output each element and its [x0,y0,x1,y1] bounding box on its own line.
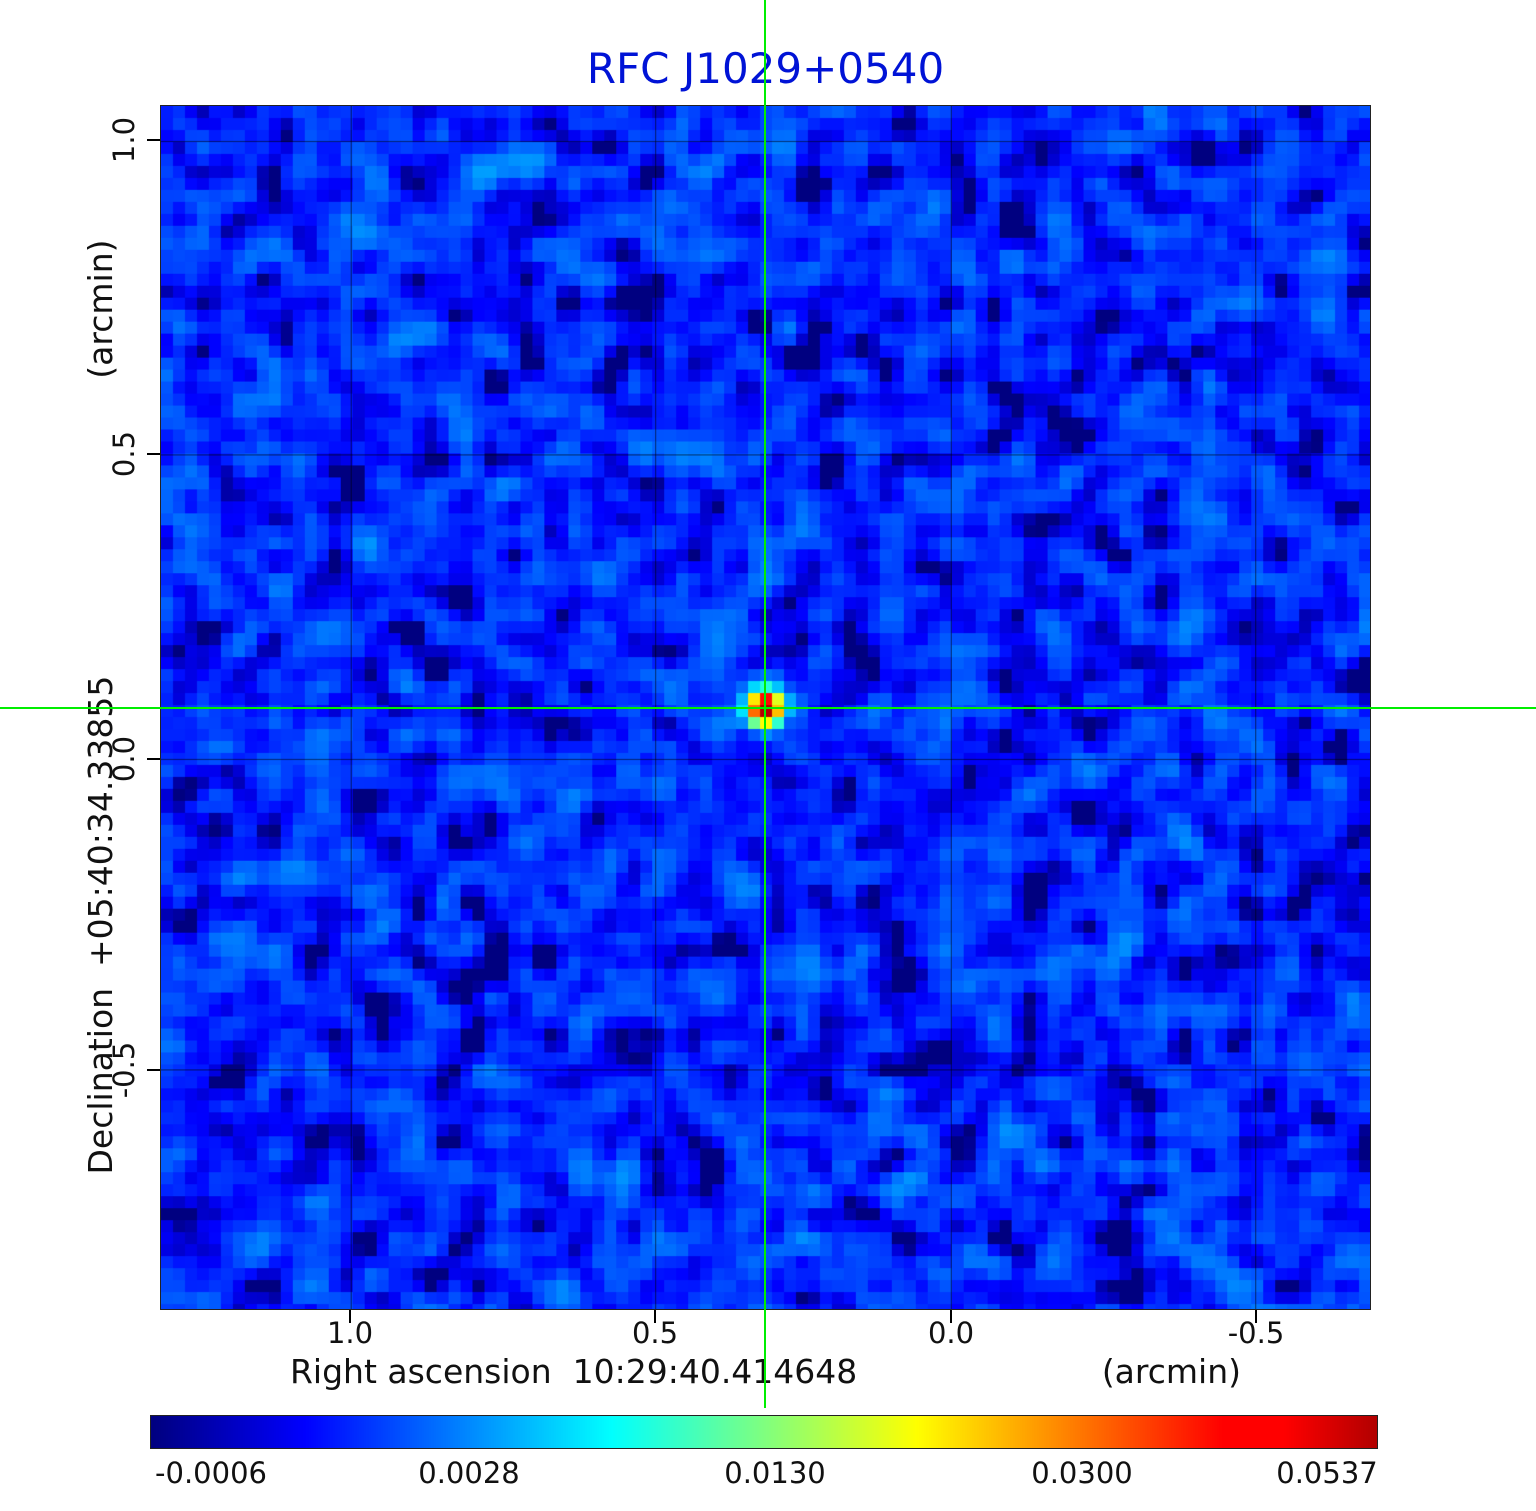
y-axis-label: Declination +05:40:34.33855 [80,675,120,1175]
x-axis-unit: (arcmin) [1101,1352,1241,1391]
crosshair-horizontal-line [0,707,1536,709]
colorbar-tick-label-5: 0.0537 [1276,1456,1378,1490]
y-axis-tick-mark [147,453,160,455]
plot-title: RFC J1029+0540 [586,44,945,93]
x-axis-tick-mark [349,1310,351,1323]
colorbar-tick-label-2: 0.0028 [418,1456,520,1490]
x-axis-label: Right ascension 10:29:40.414648 [290,1352,858,1391]
crosshair-vertical-line [764,0,766,1408]
colorbar [150,1415,1378,1449]
x-axis-tick-mark [1255,1310,1257,1323]
x-axis-title-row: Right ascension 10:29:40.414648 (arcmin) [160,1352,1371,1391]
colorbar-tick-label-1: -0.0006 [155,1456,267,1490]
x-axis-tick-mark [654,1310,656,1323]
y-axis-tick-mark [147,139,160,141]
y-axis-unit: (arcmin) [80,239,120,379]
colorbar-tick-label-3: 0.0130 [724,1456,826,1490]
x-axis-tick-mark [950,1310,952,1323]
colorbar-tick-label-4: 0.0300 [1031,1456,1133,1490]
y-axis-tick-mark [147,1069,160,1071]
y-axis-tick-mark [147,758,160,760]
